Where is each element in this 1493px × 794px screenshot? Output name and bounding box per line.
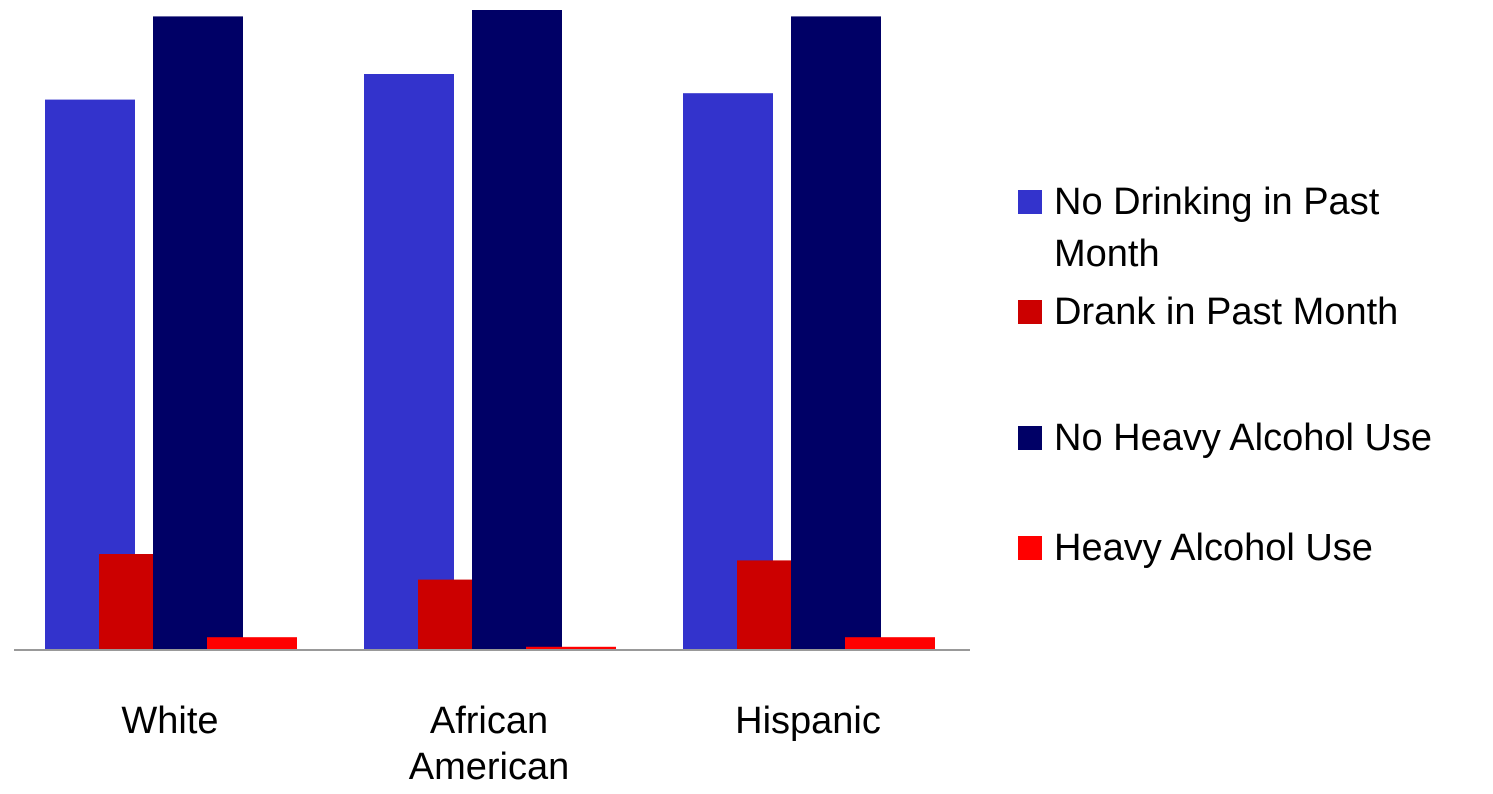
legend-swatch-heavy bbox=[1018, 536, 1042, 560]
bar-drank-in-past-month-hispanic bbox=[737, 560, 791, 650]
x-tick-labels: White African American Hispanic bbox=[121, 700, 880, 788]
bar-no-heavy-alcohol-use-white bbox=[153, 16, 243, 650]
legend-label-drank: Drank in Past Month bbox=[1054, 291, 1399, 333]
x-tick-label-hispanic: Hispanic bbox=[735, 700, 881, 742]
legend-label-no-drinking: No Drinking in Past Month bbox=[1054, 181, 1380, 275]
bars-group bbox=[45, 10, 935, 651]
legend-swatch-no-heavy bbox=[1018, 426, 1042, 450]
legend-label-no-heavy: No Heavy Alcohol Use bbox=[1054, 417, 1433, 459]
bar-no-drinking-in-past-month-african-american bbox=[364, 74, 454, 650]
bar-no-heavy-alcohol-use-hispanic bbox=[791, 16, 881, 650]
bar-no-drinking-in-past-month-hispanic bbox=[683, 93, 773, 650]
bar-heavy-alcohol-use-hispanic bbox=[845, 637, 935, 650]
bar-heavy-alcohol-use-white bbox=[207, 637, 297, 650]
bar-heavy-alcohol-use-african-american bbox=[526, 646, 616, 650]
x-tick-label-african-american: African American bbox=[409, 700, 570, 788]
legend-swatch-no-drinking bbox=[1018, 190, 1042, 214]
bar-drank-in-past-month-african-american bbox=[418, 579, 472, 650]
x-tick-label-white: White bbox=[121, 700, 218, 742]
legend-swatch-drank bbox=[1018, 300, 1042, 324]
bar-no-heavy-alcohol-use-african-american bbox=[472, 10, 562, 650]
bar-drank-in-past-month-white bbox=[99, 554, 153, 650]
legend-label-heavy: Heavy Alcohol Use bbox=[1054, 527, 1373, 569]
